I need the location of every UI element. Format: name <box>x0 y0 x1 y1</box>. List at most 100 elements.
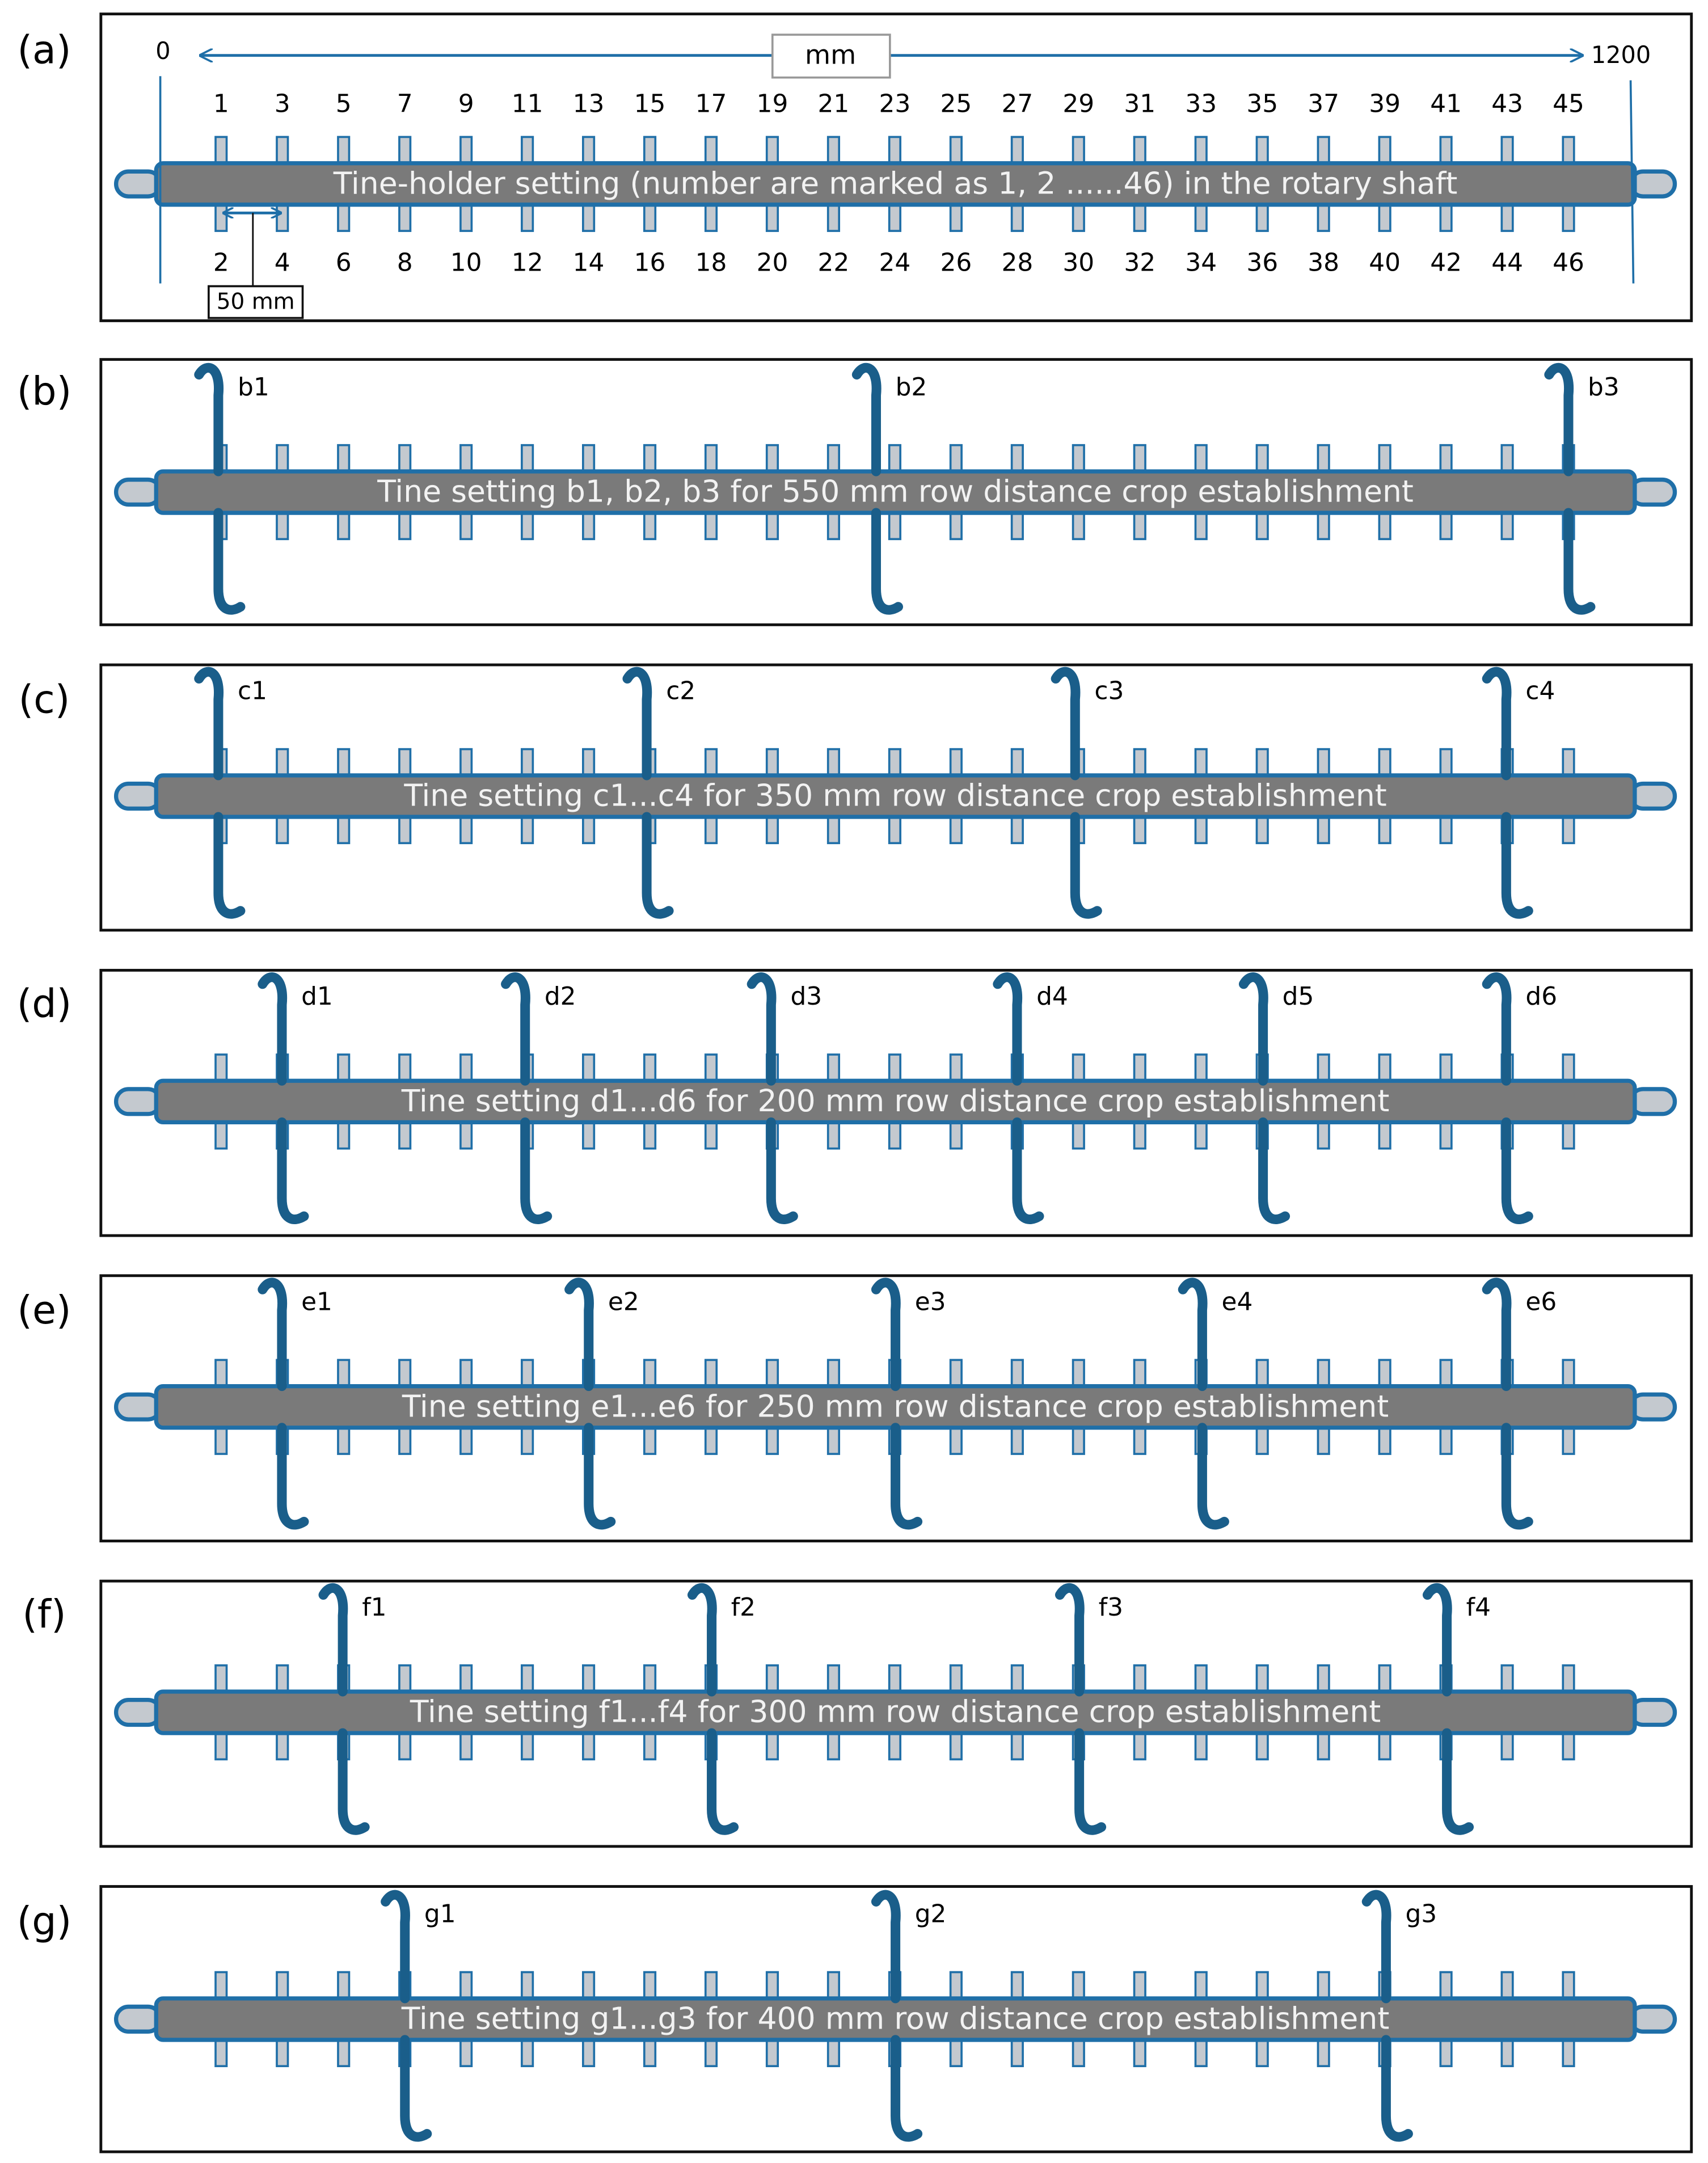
shaft-end <box>1628 1697 1677 1727</box>
tine-holder <box>582 1053 596 1083</box>
shaft-end <box>1628 477 1677 507</box>
shaft-end <box>113 1392 163 1422</box>
tine-label: f3 <box>1099 1593 1123 1622</box>
tine-holder <box>826 1664 841 1694</box>
tine-holder <box>1194 444 1208 474</box>
tine-holder <box>1010 136 1024 166</box>
tine-holder <box>1317 814 1330 845</box>
panel-label: (b) <box>17 369 72 414</box>
tine-holder <box>949 814 963 845</box>
tine-holder <box>1194 1971 1208 2001</box>
holder-number: 8 <box>397 248 413 277</box>
tine-holder <box>1255 136 1269 166</box>
tine <box>687 1583 717 1697</box>
holder-number: 15 <box>634 89 666 118</box>
tine <box>1563 508 1596 615</box>
tine-holder <box>643 1359 657 1389</box>
tine <box>1074 1728 1107 1835</box>
tine-holder <box>1072 1971 1085 2001</box>
tine-holder <box>1255 202 1269 232</box>
tine-holder <box>643 510 657 541</box>
tine-holder <box>1500 136 1514 166</box>
tine-holder <box>459 814 473 845</box>
holder-number: 20 <box>757 248 788 277</box>
holder-number: 44 <box>1491 248 1523 277</box>
tine-holder <box>1072 2037 1085 2068</box>
tine-holder <box>1439 1120 1453 1150</box>
tine-holder <box>1378 136 1391 166</box>
tine-label: e4 <box>1221 1287 1252 1316</box>
tine <box>871 508 903 615</box>
tine <box>1051 667 1081 781</box>
tine-holder <box>1255 444 1269 474</box>
tine-holder <box>276 1664 289 1694</box>
tine-holder <box>276 510 289 541</box>
tine-holder <box>949 510 963 541</box>
scale-start: 0 <box>155 37 170 65</box>
holder-number: 35 <box>1246 89 1278 118</box>
tine-holder <box>459 1120 473 1150</box>
tine-holder <box>1500 202 1514 232</box>
tine-holder <box>949 1730 963 1761</box>
tine <box>1070 812 1102 919</box>
tine-holder <box>276 136 289 166</box>
tine-holder <box>1133 748 1146 778</box>
tine-holder <box>888 1120 901 1150</box>
holder-number: 23 <box>879 89 911 118</box>
tine-holder <box>1562 1053 1575 1083</box>
tine-holder <box>765 748 779 778</box>
tine-holder <box>643 1664 657 1694</box>
holder-number: 24 <box>879 248 911 277</box>
tine-holder <box>1194 202 1208 232</box>
tine-holder <box>521 748 534 778</box>
holder-number: 1 <box>213 89 229 118</box>
tine-holder <box>1562 136 1575 166</box>
tine-holder <box>1317 1730 1330 1761</box>
tine <box>277 1117 309 1224</box>
panel-label: (d) <box>17 981 72 1026</box>
tine-holder <box>521 136 534 166</box>
tine-holder <box>337 1971 351 2001</box>
holder-number: 21 <box>818 89 850 118</box>
tine-holder <box>1378 814 1391 845</box>
tine-holder <box>1317 1120 1330 1150</box>
tine-label: d5 <box>1283 982 1314 1011</box>
tine-holder <box>1439 2037 1453 2068</box>
tine-holder <box>1255 1971 1269 2001</box>
tine-holder <box>1439 748 1453 778</box>
panel-frame <box>99 663 1693 932</box>
tine-holder <box>337 814 351 845</box>
tine-holder <box>949 1053 963 1083</box>
tine <box>520 1117 553 1224</box>
tine-holder <box>582 1664 596 1694</box>
tine <box>1501 812 1533 919</box>
tine-holder <box>1255 1730 1269 1761</box>
tine <box>871 1890 901 2004</box>
spacing-box <box>208 285 304 319</box>
tine <box>1544 362 1574 477</box>
tine-holder <box>704 1053 718 1083</box>
tine-holder <box>643 1425 657 1455</box>
tine-holder <box>1439 136 1453 166</box>
tine <box>1482 1277 1512 1392</box>
tine-holder <box>1133 1664 1146 1694</box>
tine-holder <box>1317 136 1330 166</box>
tine-holder <box>459 2037 473 2068</box>
holder-number: 32 <box>1124 248 1155 277</box>
tine-holder <box>1072 1120 1085 1150</box>
tine-holder <box>337 136 351 166</box>
tine-holder <box>888 444 901 474</box>
tine-holder <box>1439 444 1453 474</box>
tine-holder <box>1010 1664 1024 1694</box>
tine-holder <box>398 202 412 232</box>
holder-number: 5 <box>336 89 352 118</box>
tine-holder <box>214 136 228 166</box>
shaft-end <box>1628 2004 1677 2034</box>
tine-holder <box>1255 1425 1269 1455</box>
tine-holder <box>1133 1425 1146 1455</box>
shaft-end <box>113 477 163 507</box>
rotary-shaft <box>154 469 1637 515</box>
shaft-caption: Tine-holder setting (number are marked a… <box>333 165 1458 201</box>
panel-label: (e) <box>17 1288 71 1333</box>
